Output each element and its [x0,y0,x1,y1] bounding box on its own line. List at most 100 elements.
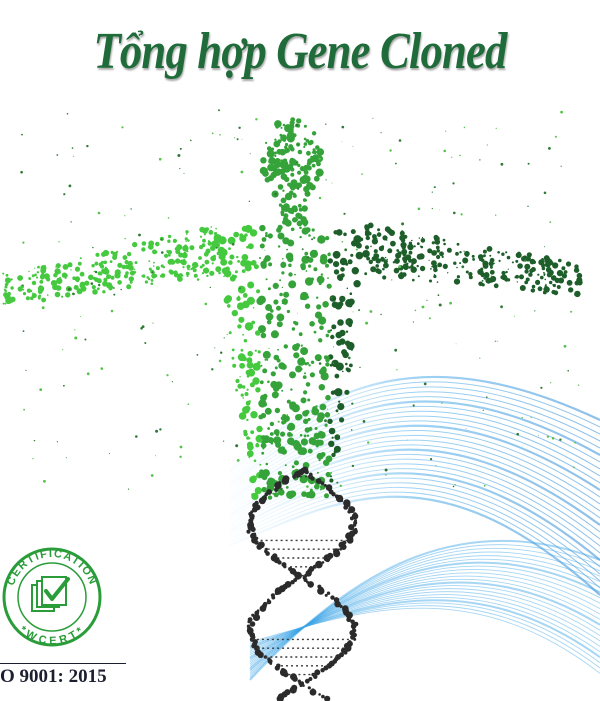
helix-dot [274,591,279,596]
figure-dot [552,262,559,269]
figure-dot [297,149,303,155]
figure-dot [292,193,297,198]
figure-dot [70,269,72,271]
figure-dot [39,280,44,284]
figure-dot [236,255,239,259]
figure-dot [266,358,269,361]
figure-dot [316,304,322,310]
figure-dot [344,389,350,395]
figure-dot [302,198,307,202]
figure-dot [339,329,346,337]
figure-dot [237,353,246,362]
figure-dot [261,451,265,455]
figure-dot [257,295,266,304]
figure-dot [124,215,126,217]
figure-dot [545,283,547,286]
figure-dot [289,240,294,245]
figure-dot [115,271,119,275]
figure-dot [239,376,241,378]
figure-dot [484,266,488,269]
figure-dot [304,409,310,415]
figure-dot [67,287,71,291]
figure-dot [39,388,43,391]
figure-dot [164,253,169,258]
figure-dot [348,298,355,306]
figure-dot [198,256,202,260]
helix-dot [259,605,267,612]
figure-dot [524,263,531,270]
figure-dot [214,232,218,236]
figure-dot [233,231,240,238]
figure-dot [121,126,124,129]
figure-dot [352,311,354,313]
figure-dot [314,311,323,319]
figure-dot [150,474,154,477]
figure-dot [218,271,221,275]
figure-dot [318,282,322,286]
figure-dot [325,179,327,181]
figure-dot [211,240,218,247]
figure-dot [544,257,550,264]
figure-dot [316,275,325,284]
badge-brand-text: *WCERT* [17,624,87,647]
figure-dot [186,275,189,278]
figure-dot [566,279,573,286]
figure-dot [338,400,341,403]
figure-dot [273,299,279,305]
figure-dot [76,279,80,283]
figure-dot [327,252,331,257]
figure-dot [434,261,437,264]
figure-dot [345,318,354,326]
figure-dot [228,331,232,335]
figure-dot [237,324,242,329]
figure-dot [376,232,382,237]
figure-dot [342,370,344,373]
figure-dot [267,163,275,172]
figure-dot [314,354,322,362]
figure-dot [449,301,452,305]
figure-dot [262,170,269,177]
figure-dot [350,429,353,431]
figure-dot [170,259,176,265]
figure-dot [314,427,318,430]
helix-dot [302,684,305,687]
figure-dot [17,275,23,281]
figure-dot [179,455,182,458]
figure-dot [255,118,258,121]
figure-dot [525,256,531,262]
figure-dot [246,418,249,422]
helix-dot [303,578,308,582]
figure-dot [527,162,530,165]
figure-dot [346,287,349,290]
figure-dot [71,147,74,149]
figure-dot [549,280,553,285]
figure-dot [309,488,313,492]
figure-dot [490,263,493,266]
figure-dot [355,251,364,260]
figure-dot [34,267,36,269]
figure-dot [43,479,46,483]
figure-dot [493,262,495,265]
figure-dot [235,444,239,448]
figure-dot [309,321,315,327]
figure-dot [303,174,307,177]
figure-dot [318,157,321,160]
figure-dot [265,234,268,238]
figure-dot [127,264,134,271]
figure-dot [407,243,414,251]
figure-dot [25,296,30,301]
figure-dot [318,316,327,325]
figure-dot [296,215,299,218]
figure-dot [236,459,240,462]
figure-dot [294,321,299,326]
figure-dot [318,431,326,439]
figure-dot [138,233,141,237]
figure-dot [201,263,205,267]
figure-dot [241,138,243,140]
figure-dot [223,440,225,442]
figure-dot [390,240,396,247]
figure-dot [378,245,384,252]
figure-dot [428,317,431,320]
figure-dot [493,283,499,289]
